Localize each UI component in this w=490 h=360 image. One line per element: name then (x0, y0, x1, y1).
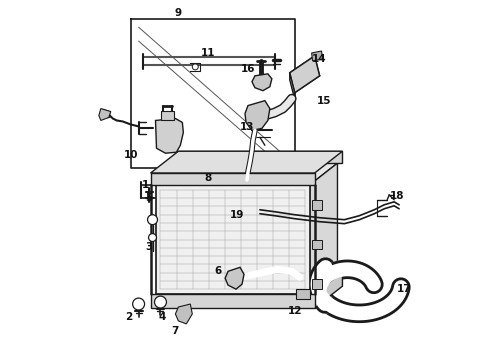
Polygon shape (99, 109, 111, 121)
Polygon shape (312, 239, 321, 249)
Polygon shape (225, 267, 244, 289)
Text: 9: 9 (175, 8, 182, 18)
Polygon shape (315, 272, 343, 308)
Text: 8: 8 (205, 173, 212, 183)
Text: 16: 16 (241, 64, 255, 74)
Circle shape (147, 215, 157, 225)
Polygon shape (162, 111, 174, 121)
Text: 17: 17 (397, 284, 412, 294)
Circle shape (192, 64, 198, 70)
Polygon shape (310, 163, 338, 294)
Text: 15: 15 (318, 96, 332, 105)
Text: 1: 1 (142, 180, 149, 190)
Polygon shape (295, 289, 310, 299)
Polygon shape (175, 304, 192, 324)
Text: 10: 10 (123, 150, 138, 160)
Circle shape (133, 298, 145, 310)
Polygon shape (155, 118, 183, 153)
Polygon shape (155, 163, 338, 185)
Text: 7: 7 (172, 326, 179, 336)
Text: 3: 3 (145, 243, 152, 252)
Text: 13: 13 (240, 122, 254, 132)
Polygon shape (245, 100, 270, 130)
Text: 12: 12 (288, 306, 302, 316)
Circle shape (148, 234, 156, 242)
Polygon shape (312, 200, 321, 210)
Text: 19: 19 (230, 210, 244, 220)
Text: 4: 4 (159, 312, 166, 322)
Text: 11: 11 (201, 48, 216, 58)
Polygon shape (150, 151, 343, 173)
Polygon shape (252, 74, 272, 91)
Polygon shape (312, 51, 322, 61)
Polygon shape (178, 151, 343, 163)
Polygon shape (150, 173, 315, 185)
Polygon shape (150, 294, 315, 308)
Polygon shape (290, 56, 319, 93)
Text: 14: 14 (312, 54, 327, 64)
Text: 5: 5 (145, 193, 152, 203)
Polygon shape (312, 279, 321, 289)
Text: 2: 2 (125, 312, 132, 322)
Polygon shape (290, 73, 294, 100)
Circle shape (154, 296, 167, 308)
Text: 18: 18 (390, 191, 404, 201)
Text: 6: 6 (215, 266, 222, 276)
Polygon shape (155, 185, 310, 294)
